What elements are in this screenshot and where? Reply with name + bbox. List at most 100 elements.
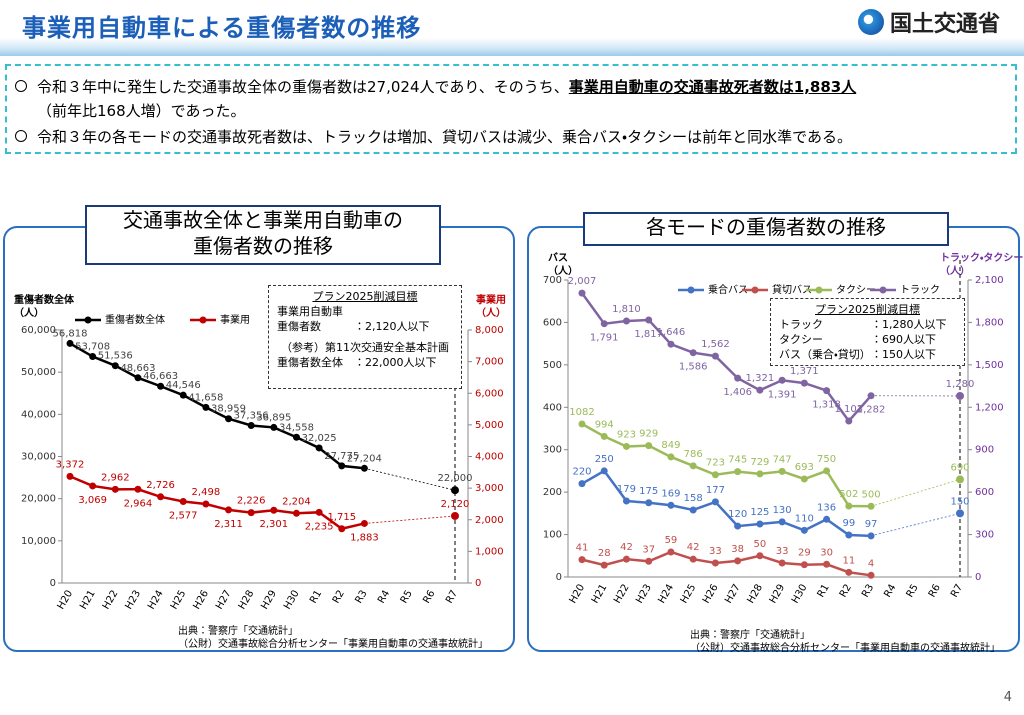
x-tick-label: R7 [444, 589, 460, 606]
data-point [689, 555, 697, 563]
legend-marker [84, 316, 92, 324]
data-point [734, 522, 742, 530]
data-point [667, 453, 675, 461]
annotation-line: 重傷者数 ：2,120人以下 [277, 320, 430, 333]
data-label: 11 [842, 555, 855, 566]
series-line [580, 292, 872, 423]
data-label: 136 [817, 502, 836, 513]
data-point [667, 548, 675, 556]
data-label: 745 [728, 455, 747, 466]
y2-axis-label: （人） [940, 264, 970, 277]
data-point [157, 382, 165, 390]
legend-marker [815, 286, 823, 294]
x-tick-label: H23 [123, 589, 143, 612]
data-point [689, 506, 697, 514]
bullet: 令和３年中に発生した交通事故全体の重傷者数は27,024人であり、そのうち、事業… [14, 76, 857, 97]
data-point [338, 462, 346, 470]
y-tick-label: 200 [543, 487, 562, 498]
y2-tick-label: 300 [975, 530, 994, 541]
data-point [292, 509, 300, 517]
trend-line [870, 479, 961, 507]
y2-tick-label: 600 [975, 487, 994, 498]
data-label: 4 [868, 558, 874, 569]
series-line [69, 475, 365, 531]
series-line [581, 550, 872, 577]
data-label: 1,586 [679, 362, 708, 373]
x-tick-label: H25 [679, 583, 699, 606]
data-label: 28 [598, 548, 611, 559]
data-point [645, 557, 653, 565]
y2-tick-label: 0 [975, 572, 981, 583]
data-point [292, 433, 300, 441]
data-point [689, 349, 697, 357]
y2-tick-label: 900 [975, 445, 994, 456]
x-tick-label: H23 [634, 583, 654, 606]
data-point [622, 442, 630, 450]
data-point [202, 403, 210, 411]
bullet-text: 令和３年の各モードの交通事故死者数は、トラックは増加、貸切バスは減少、乗合バス・… [37, 128, 852, 146]
data-label: 1082 [569, 407, 594, 418]
data-point [111, 362, 119, 370]
annotation-ref-line: 重傷者数全体 ：22,000人以下 [277, 356, 437, 369]
data-label: 1,318 [812, 400, 841, 411]
data-label: 929 [639, 429, 658, 440]
bullet: 令和３年の各モードの交通事故死者数は、トラックは増加、貸切バスは減少、乗合バス・… [15, 126, 852, 147]
data-label: 1,391 [768, 389, 797, 400]
data-label: 59 [665, 535, 678, 546]
legend-label: トラック [900, 284, 940, 296]
data-point [179, 391, 187, 399]
title-line: 各モードの重傷者数の推移 [646, 215, 886, 239]
data-point [845, 531, 853, 539]
data-label: 44,546 [166, 380, 201, 391]
y-tick-label: 0 [50, 578, 56, 589]
x-tick-label: R5 [399, 589, 415, 606]
data-label: 1,371 [790, 366, 819, 377]
data-point [270, 506, 278, 514]
data-label: 723 [706, 458, 725, 469]
row-value: ：1,280人以下 [871, 318, 947, 331]
y-tick-label: 0 [556, 572, 562, 583]
x-tick-label: H26 [701, 583, 721, 606]
row-label: タクシー [779, 333, 823, 346]
data-label: 177 [706, 485, 725, 496]
page-title: 事業用自動車による重傷者数の推移 [22, 14, 422, 42]
legend-marker [199, 316, 207, 324]
data-point [800, 475, 808, 483]
data-point [845, 502, 853, 510]
logo-icon [858, 9, 884, 35]
data-point [823, 515, 831, 523]
data-label: 1,791 [590, 333, 619, 344]
data-label: 1,715 [327, 512, 356, 523]
x-tick-label: R3 [860, 583, 876, 600]
annotation-row: トラック ：1,280人以下 [779, 317, 956, 332]
bullet-emphasis: 事業用自動車の交通事故死者数は1,883人 [568, 78, 857, 96]
data-point [734, 557, 742, 565]
y-tick-label: 30,000 [21, 452, 56, 463]
data-point [645, 499, 653, 507]
x-tick-label: R5 [905, 583, 921, 600]
title-line: 重傷者数の推移 [193, 234, 333, 258]
series-line [581, 422, 872, 508]
x-tick-label: H22 [612, 583, 632, 606]
data-point [823, 467, 831, 475]
target-point [451, 486, 459, 495]
data-label: 37,356 [234, 410, 269, 421]
annotation-row: タクシー ：690人以下 [779, 332, 956, 347]
page-number: 4 [1003, 690, 1012, 705]
y2-axis-label: 事業用 [476, 293, 506, 306]
data-label: 250 [595, 454, 614, 465]
data-label: 158 [684, 493, 703, 504]
data-point [622, 497, 630, 505]
annotation-box: プラン2025削減目標 トラック ：1,280人以下 タクシー ：690人以下 バス… [770, 298, 965, 366]
data-label: 30 [820, 547, 833, 558]
x-tick-label: H24 [146, 589, 166, 612]
y2-tick-label: 2,000 [475, 515, 504, 526]
data-point [89, 353, 97, 361]
data-label: 1,103 [835, 404, 864, 415]
data-point [578, 420, 586, 428]
data-label: 2,577 [169, 511, 198, 522]
data-point [711, 498, 719, 506]
x-tick-label: H20 [56, 589, 76, 612]
data-point [315, 508, 323, 516]
data-label: 2,007 [568, 276, 597, 287]
